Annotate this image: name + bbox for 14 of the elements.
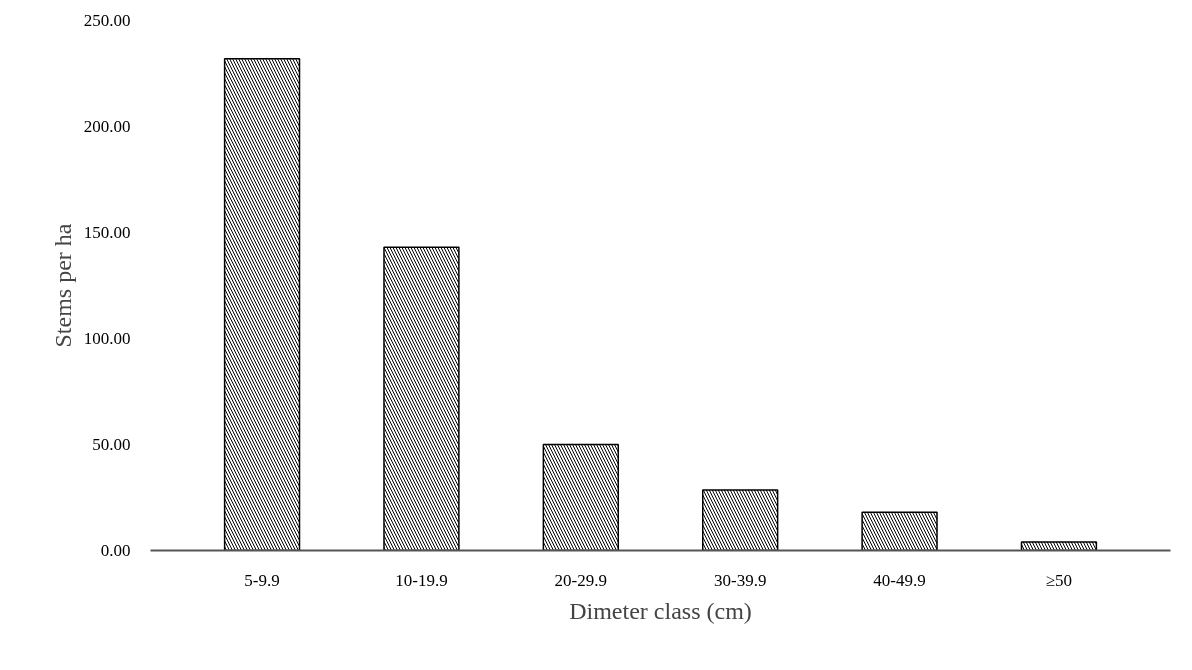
x-tick-label: ≥50 <box>1045 570 1073 590</box>
y-tick-label: 150.00 <box>83 223 131 242</box>
x-tick-label: 30-39.9 <box>713 570 767 590</box>
y-tick-label: 200.00 <box>83 117 131 136</box>
y-axis-title: Stems per ha <box>49 223 76 348</box>
x-tick-label: 20-29.9 <box>554 570 608 590</box>
y-tick-label: 250.00 <box>83 11 131 30</box>
x-tick-label: 10-19.9 <box>395 570 448 590</box>
x-tick-label: 40-49.9 <box>873 570 926 590</box>
y-tick-label: 0.00 <box>100 541 131 560</box>
y-tick-label: 100.00 <box>83 329 131 348</box>
x-tick-label: 5-9.9 <box>244 570 280 590</box>
y-tick-label: 50.00 <box>92 435 131 454</box>
x-axis-title: Dimeter class (cm) <box>569 597 752 624</box>
